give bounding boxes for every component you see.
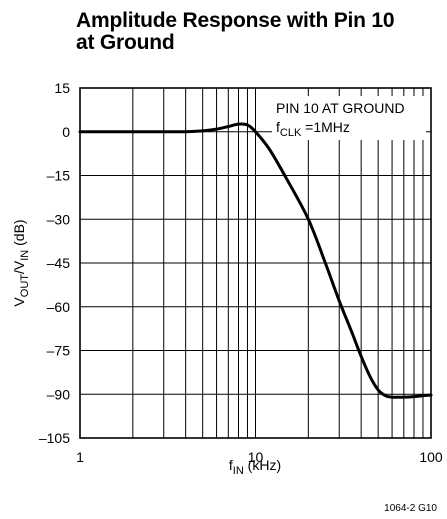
y-tick-label: –15 xyxy=(47,168,71,184)
figure-id: 1064-2 G10 xyxy=(384,503,437,514)
y-axis-label-v2: /V xyxy=(11,260,27,274)
x-axis-label-base: f xyxy=(229,457,233,473)
x-axis-label: fIN (kHz) xyxy=(229,457,281,477)
chart-title: Amplitude Response with Pin 10 at Ground xyxy=(76,10,436,54)
grid xyxy=(80,88,431,438)
y-axis-label: VOUT/VIN (dB) xyxy=(11,219,31,306)
x-axis-label-unit: (kHz) xyxy=(244,457,281,473)
y-tick-label: –45 xyxy=(47,255,71,271)
annotation-background xyxy=(272,96,426,140)
y-tick-label: –90 xyxy=(47,386,71,402)
y-axis-label-unit: (dB) xyxy=(11,219,27,249)
response-curve xyxy=(78,122,433,399)
y-axis-label-v1: V xyxy=(11,297,27,307)
tick-labels: 15 0 –15 –30 –45 –60 –75 –90 –105 1 10 100 xyxy=(39,80,443,465)
plot-frame xyxy=(79,87,432,439)
annotation-line-1: PIN 10 AT GROUND xyxy=(276,100,405,116)
x-tick-label: 1 xyxy=(76,449,84,465)
annotation-line-2: fCLK =1MHz xyxy=(276,119,350,139)
x-tick-label: 100 xyxy=(419,449,443,465)
y-tick-label: –30 xyxy=(47,211,71,227)
y-axis-label-in: IN xyxy=(19,250,31,261)
chart-title-line-2: at Ground xyxy=(76,31,175,54)
y-tick-label: –105 xyxy=(39,430,70,446)
y-tick-label: 15 xyxy=(54,80,70,96)
y-tick-label: –75 xyxy=(47,343,71,359)
annotation-fclk-rest: =1MHz xyxy=(301,119,350,135)
chart-title-line-1: Amplitude Response with Pin 10 xyxy=(76,9,395,32)
y-axis-label-out: OUT xyxy=(19,274,31,298)
annotation-fclk-base: f xyxy=(276,119,280,135)
y-tick-label: 0 xyxy=(62,124,70,140)
y-tick-label: –60 xyxy=(47,299,71,315)
x-axis-label-sub: IN xyxy=(233,465,244,477)
annotation-fclk-sub: CLK xyxy=(280,127,302,139)
x-tick-label: 10 xyxy=(248,449,264,465)
